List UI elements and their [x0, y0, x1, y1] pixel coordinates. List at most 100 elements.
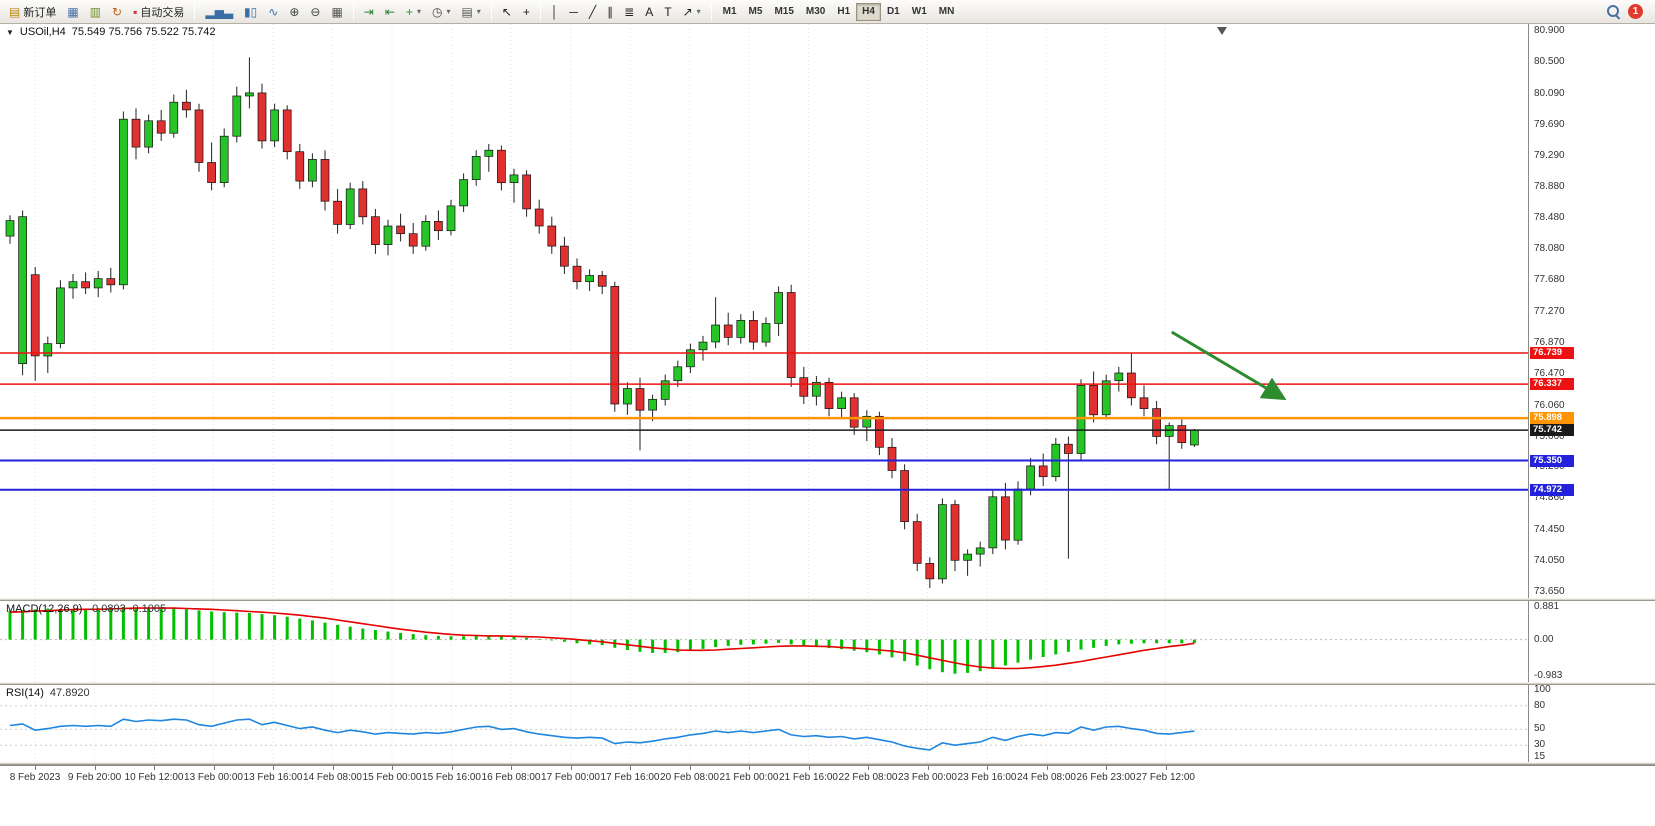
axis-tick-label: 77.270: [1534, 305, 1565, 317]
axis-tick-label: 0.00: [1534, 633, 1554, 645]
time-axis-tick: [273, 766, 274, 770]
arrows-button[interactable]: ↗ ▾: [678, 2, 706, 22]
timeframe-button-m1[interactable]: M1: [722, 6, 737, 17]
time-axis-tick: [749, 766, 750, 770]
candlestick-chart[interactable]: [0, 24, 1528, 598]
panel-separator[interactable]: [0, 762, 1655, 765]
rsi-pane[interactable]: RSI(14) 47.8920: [0, 685, 1528, 762]
text-label-icon: T: [664, 4, 672, 19]
axis-tick-label: 0.881: [1534, 601, 1560, 612]
charts-button[interactable]: ▦: [62, 2, 83, 22]
timeframe-button-m15[interactable]: M15: [774, 6, 794, 17]
trendline-button[interactable]: ╱: [584, 2, 601, 22]
market-watch-button[interactable]: ▥: [85, 2, 106, 22]
time-axis-label: 23 Feb 00:00: [898, 772, 957, 783]
price-tag: 75.350: [1530, 454, 1574, 467]
template-button[interactable]: ▤ ▾: [456, 2, 485, 22]
autotrading-button-label: 自动交易: [140, 6, 185, 19]
symbol-collapse-icon[interactable]: ▼: [6, 27, 14, 37]
bar-chart-button[interactable]: ▂▅▃: [200, 2, 238, 22]
zoom-in-button[interactable]: ⊕: [284, 2, 304, 22]
cursor-icon: ↖: [501, 4, 512, 19]
price-axis[interactable]: 80.900 80.500 80.090 79.690 79.290 78.880 78.4…: [1528, 24, 1655, 765]
timeframe-button-h4[interactable]: H4: [856, 2, 881, 21]
time-axis-label: 16 Feb 08:00: [481, 772, 541, 783]
zoom-out-button[interactable]: ⊖: [305, 2, 325, 22]
panel-separator[interactable]: [0, 598, 1655, 601]
toolbar: ▤ 新订单 ▦ ▥ ↻ ▪ 自动交易 ▂▅▃ ▮▯ ∿ ⊕ ⊖ ▦ ⇥ ⇤ + ▾ ◷ ▾ ▤ ▾ ↖ + │ ─ ╱ ∥ ≣ A T ↗ ▾…: [0, 0, 1655, 24]
autotrading-button[interactable]: ▪ 自动交易: [128, 2, 189, 22]
text-button[interactable]: A: [640, 2, 658, 22]
time-axis-tick: [451, 766, 453, 770]
autotrading-status-icon: ▪: [133, 4, 138, 19]
axis-tick-label: 78.480: [1534, 212, 1565, 224]
auto-scroll-button[interactable]: ⇥: [359, 2, 379, 22]
time-axis-label: 8 Feb 2023: [9, 772, 61, 783]
time-axis-tick: [1165, 766, 1167, 770]
timeframe-button-mn[interactable]: MN: [938, 6, 955, 17]
timeframe-button-m5[interactable]: M5: [748, 6, 763, 17]
time-axis-label: 14 Feb 08:00: [303, 772, 362, 783]
channel-icon: ∥: [607, 4, 614, 19]
time-axis-tick: [927, 766, 929, 770]
time-axis-tick: [1046, 766, 1048, 770]
zoom-out-icon: ⊖: [310, 4, 321, 19]
refresh-icon: ↻: [112, 4, 123, 19]
chart-shift-marker-icon: [1217, 27, 1227, 35]
horizontal-line-button[interactable]: ─: [564, 2, 583, 22]
crosshair-button[interactable]: +: [518, 2, 535, 22]
template-icon: ▤: [461, 4, 473, 19]
cursor-button[interactable]: ↖: [497, 2, 517, 22]
axis-tick-label: 50: [1534, 723, 1546, 735]
price-tag: 75.898: [1530, 412, 1574, 425]
time-axis-label: 13 Feb 16:00: [243, 772, 303, 783]
macd-pane[interactable]: MACD(12,26,9) -0.0893 -0.1005: [0, 601, 1528, 682]
new-order-button-label: 新订单: [23, 6, 57, 19]
timeframe-button-m30[interactable]: M30: [805, 6, 826, 17]
toolbar-separator: [539, 3, 541, 20]
line-chart-button[interactable]: ∿: [263, 2, 283, 22]
axis-tick-label: 30: [1534, 739, 1546, 751]
toolbar-separator: [710, 3, 712, 20]
caret-down-icon: ▾: [446, 7, 451, 16]
fibonacci-button[interactable]: ≣: [619, 2, 639, 22]
time-axis-label: 17 Feb 00:00: [541, 772, 600, 783]
price-tag: 74.972: [1530, 483, 1574, 496]
panel-separator[interactable]: [0, 682, 1655, 685]
macd-chart[interactable]: [0, 601, 1528, 682]
rsi-chart[interactable]: [0, 685, 1528, 762]
time-axis[interactable]: 8 Feb 2023 9 Feb 20:00 10 Feb 12:00 13 Feb …: [0, 765, 1655, 826]
tile-windows-icon: ▦: [331, 4, 343, 19]
text-label-button[interactable]: T: [659, 2, 676, 22]
axis-tick-label: 80.500: [1534, 56, 1565, 67]
toolbar-right-group: 1: [1607, 4, 1651, 19]
chart-shift-button[interactable]: ⇤: [380, 2, 400, 22]
axis-tick-label: 78.080: [1534, 243, 1565, 255]
new-order-button[interactable]: ▤ 新订单: [4, 2, 61, 22]
text-icon: A: [645, 4, 654, 19]
time-axis-tick: [332, 766, 334, 770]
add-indicator-button[interactable]: + ▾: [401, 2, 426, 22]
navigator-button[interactable]: ↻: [107, 2, 127, 22]
axis-tick-label: 80.090: [1534, 87, 1565, 99]
candlestick-chart-button[interactable]: ▮▯: [239, 2, 262, 22]
timeframe-button-w1[interactable]: W1: [911, 6, 927, 17]
vertical-line-button[interactable]: │: [546, 2, 564, 22]
axis-tick-label: 76.870: [1534, 336, 1565, 348]
notification-badge[interactable]: 1: [1628, 4, 1643, 19]
channel-button[interactable]: ∥: [602, 2, 618, 22]
axis-tick-label: 74.450: [1534, 524, 1565, 536]
axis-tick-label: 79.290: [1534, 149, 1565, 161]
chart-window-icon: ▦: [67, 4, 79, 19]
time-axis-tick: [511, 766, 512, 770]
search-icon[interactable]: [1607, 5, 1620, 18]
period-button[interactable]: ◷ ▾: [427, 2, 456, 22]
bar-chart-icon: ▂▅▃: [205, 4, 234, 19]
main-price-pane[interactable]: ▼ USOil,H4 75.549 75.756 75.522 75.742: [0, 24, 1528, 598]
arrow-object-icon: ↗: [682, 4, 693, 19]
tile-windows-button[interactable]: ▦: [326, 2, 347, 22]
timeframe-button-d1[interactable]: D1: [886, 6, 900, 17]
caret-down-icon: ▾: [696, 7, 701, 16]
timeframe-button-h1[interactable]: H1: [837, 6, 851, 17]
